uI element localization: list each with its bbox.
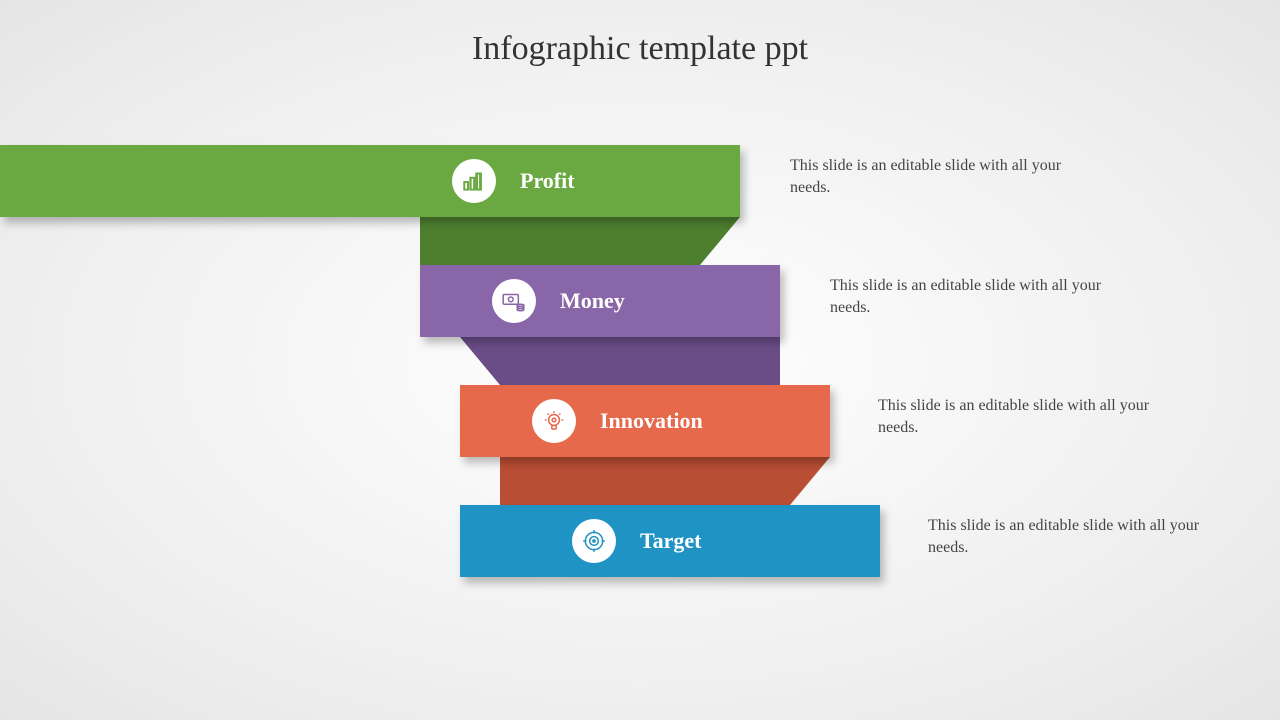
desc-innovation: This slide is an editable slide with all…: [878, 395, 1178, 438]
bar-chart-icon: [452, 159, 496, 203]
fold-1: [420, 217, 740, 265]
infographic-stage: Profit This slide is an editable slide w…: [0, 145, 1280, 705]
page-title: Infographic template ppt: [0, 30, 1280, 68]
bulb-icon: [532, 399, 576, 443]
ribbon-target: Target: [460, 505, 880, 577]
ribbon-profit: Profit: [0, 145, 740, 217]
fold-2: [460, 337, 780, 385]
ribbon-label-money: Money: [560, 288, 625, 314]
money-icon: [492, 279, 536, 323]
ribbon-label-profit: Profit: [520, 168, 575, 194]
desc-profit: This slide is an editable slide with all…: [790, 155, 1090, 198]
ribbon-label-innovation: Innovation: [600, 408, 703, 434]
target-icon: [572, 519, 616, 563]
ribbon-innovation: Innovation: [460, 385, 830, 457]
ribbon-label-target: Target: [640, 528, 702, 554]
ribbon-money: Money: [420, 265, 780, 337]
desc-money: This slide is an editable slide with all…: [830, 275, 1130, 318]
fold-3: [500, 457, 830, 505]
desc-target: This slide is an editable slide with all…: [928, 515, 1228, 558]
